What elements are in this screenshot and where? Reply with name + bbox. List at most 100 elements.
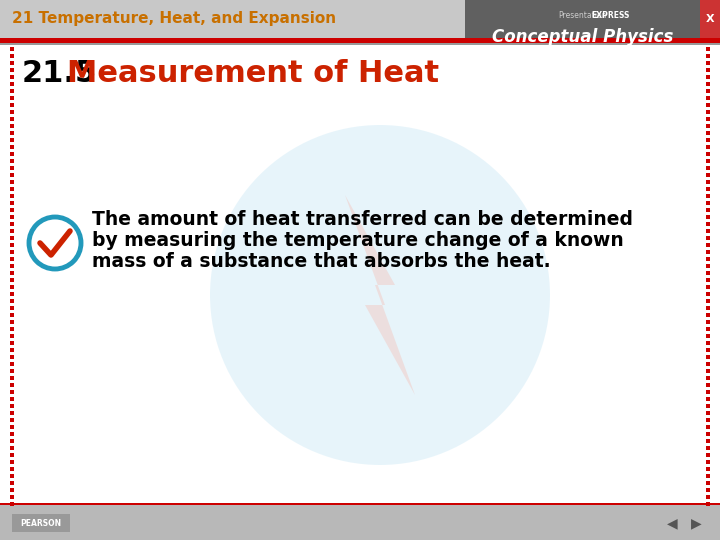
FancyBboxPatch shape bbox=[10, 131, 14, 135]
FancyBboxPatch shape bbox=[10, 278, 14, 282]
FancyBboxPatch shape bbox=[10, 194, 14, 198]
FancyBboxPatch shape bbox=[706, 404, 710, 408]
FancyBboxPatch shape bbox=[10, 243, 14, 247]
FancyBboxPatch shape bbox=[10, 208, 14, 212]
FancyBboxPatch shape bbox=[706, 208, 710, 212]
FancyBboxPatch shape bbox=[706, 292, 710, 296]
FancyBboxPatch shape bbox=[10, 75, 14, 79]
Text: mass of a substance that absorbs the heat.: mass of a substance that absorbs the hea… bbox=[92, 252, 551, 271]
FancyBboxPatch shape bbox=[706, 215, 710, 219]
FancyBboxPatch shape bbox=[706, 488, 710, 492]
FancyBboxPatch shape bbox=[12, 514, 70, 532]
FancyBboxPatch shape bbox=[10, 292, 14, 296]
FancyBboxPatch shape bbox=[10, 68, 14, 72]
FancyBboxPatch shape bbox=[706, 446, 710, 450]
FancyBboxPatch shape bbox=[706, 250, 710, 254]
FancyBboxPatch shape bbox=[10, 313, 14, 317]
FancyBboxPatch shape bbox=[706, 355, 710, 359]
FancyBboxPatch shape bbox=[706, 257, 710, 261]
FancyBboxPatch shape bbox=[10, 264, 14, 268]
FancyBboxPatch shape bbox=[0, 38, 720, 43]
FancyBboxPatch shape bbox=[706, 320, 710, 324]
FancyBboxPatch shape bbox=[706, 348, 710, 352]
Text: Conceptual Physics: Conceptual Physics bbox=[492, 28, 673, 46]
FancyBboxPatch shape bbox=[706, 103, 710, 107]
FancyBboxPatch shape bbox=[706, 362, 710, 366]
FancyBboxPatch shape bbox=[706, 243, 710, 247]
FancyBboxPatch shape bbox=[706, 299, 710, 303]
FancyBboxPatch shape bbox=[10, 355, 14, 359]
Text: EXPRESS: EXPRESS bbox=[591, 11, 630, 20]
FancyBboxPatch shape bbox=[706, 173, 710, 177]
FancyBboxPatch shape bbox=[10, 327, 14, 331]
FancyBboxPatch shape bbox=[0, 505, 720, 540]
FancyBboxPatch shape bbox=[10, 306, 14, 310]
FancyBboxPatch shape bbox=[706, 201, 710, 205]
FancyBboxPatch shape bbox=[10, 411, 14, 415]
FancyBboxPatch shape bbox=[706, 145, 710, 149]
FancyBboxPatch shape bbox=[10, 187, 14, 191]
FancyBboxPatch shape bbox=[706, 89, 710, 93]
Text: Measurement of Heat: Measurement of Heat bbox=[67, 59, 439, 88]
FancyBboxPatch shape bbox=[10, 383, 14, 387]
FancyBboxPatch shape bbox=[10, 152, 14, 156]
Text: 21.5: 21.5 bbox=[22, 59, 97, 88]
Text: 21 Temperature, Heat, and Expansion: 21 Temperature, Heat, and Expansion bbox=[12, 11, 336, 26]
FancyBboxPatch shape bbox=[10, 341, 14, 345]
Text: Presentation: Presentation bbox=[558, 11, 607, 20]
FancyBboxPatch shape bbox=[10, 369, 14, 373]
FancyBboxPatch shape bbox=[10, 446, 14, 450]
FancyBboxPatch shape bbox=[10, 397, 14, 401]
FancyBboxPatch shape bbox=[10, 47, 14, 51]
FancyBboxPatch shape bbox=[706, 341, 710, 345]
FancyBboxPatch shape bbox=[10, 82, 14, 86]
FancyBboxPatch shape bbox=[706, 502, 710, 506]
FancyBboxPatch shape bbox=[10, 474, 14, 478]
FancyBboxPatch shape bbox=[706, 229, 710, 233]
FancyBboxPatch shape bbox=[10, 96, 14, 100]
FancyBboxPatch shape bbox=[10, 481, 14, 485]
FancyBboxPatch shape bbox=[706, 383, 710, 387]
FancyBboxPatch shape bbox=[10, 460, 14, 464]
FancyBboxPatch shape bbox=[10, 334, 14, 338]
FancyBboxPatch shape bbox=[10, 145, 14, 149]
FancyBboxPatch shape bbox=[10, 418, 14, 422]
FancyBboxPatch shape bbox=[10, 215, 14, 219]
FancyBboxPatch shape bbox=[706, 334, 710, 338]
FancyBboxPatch shape bbox=[10, 425, 14, 429]
FancyBboxPatch shape bbox=[10, 320, 14, 324]
FancyBboxPatch shape bbox=[706, 390, 710, 394]
FancyBboxPatch shape bbox=[706, 495, 710, 499]
FancyBboxPatch shape bbox=[10, 432, 14, 436]
FancyBboxPatch shape bbox=[0, 0, 720, 38]
FancyBboxPatch shape bbox=[706, 271, 710, 275]
FancyBboxPatch shape bbox=[10, 250, 14, 254]
FancyBboxPatch shape bbox=[10, 89, 14, 93]
FancyBboxPatch shape bbox=[10, 467, 14, 471]
FancyBboxPatch shape bbox=[10, 201, 14, 205]
FancyBboxPatch shape bbox=[706, 117, 710, 121]
FancyBboxPatch shape bbox=[706, 397, 710, 401]
FancyBboxPatch shape bbox=[706, 264, 710, 268]
Text: ▶: ▶ bbox=[690, 516, 701, 530]
FancyBboxPatch shape bbox=[706, 47, 710, 51]
FancyBboxPatch shape bbox=[10, 453, 14, 457]
FancyBboxPatch shape bbox=[700, 0, 720, 38]
FancyBboxPatch shape bbox=[10, 236, 14, 240]
FancyBboxPatch shape bbox=[10, 488, 14, 492]
FancyBboxPatch shape bbox=[0, 503, 720, 505]
FancyBboxPatch shape bbox=[706, 453, 710, 457]
FancyBboxPatch shape bbox=[10, 299, 14, 303]
FancyBboxPatch shape bbox=[706, 439, 710, 443]
Polygon shape bbox=[345, 195, 415, 395]
FancyBboxPatch shape bbox=[706, 194, 710, 198]
FancyBboxPatch shape bbox=[10, 103, 14, 107]
FancyBboxPatch shape bbox=[0, 43, 720, 45]
FancyBboxPatch shape bbox=[706, 432, 710, 436]
FancyBboxPatch shape bbox=[706, 236, 710, 240]
FancyBboxPatch shape bbox=[706, 159, 710, 163]
FancyBboxPatch shape bbox=[465, 0, 700, 38]
FancyBboxPatch shape bbox=[10, 348, 14, 352]
FancyBboxPatch shape bbox=[10, 390, 14, 394]
FancyBboxPatch shape bbox=[10, 138, 14, 142]
